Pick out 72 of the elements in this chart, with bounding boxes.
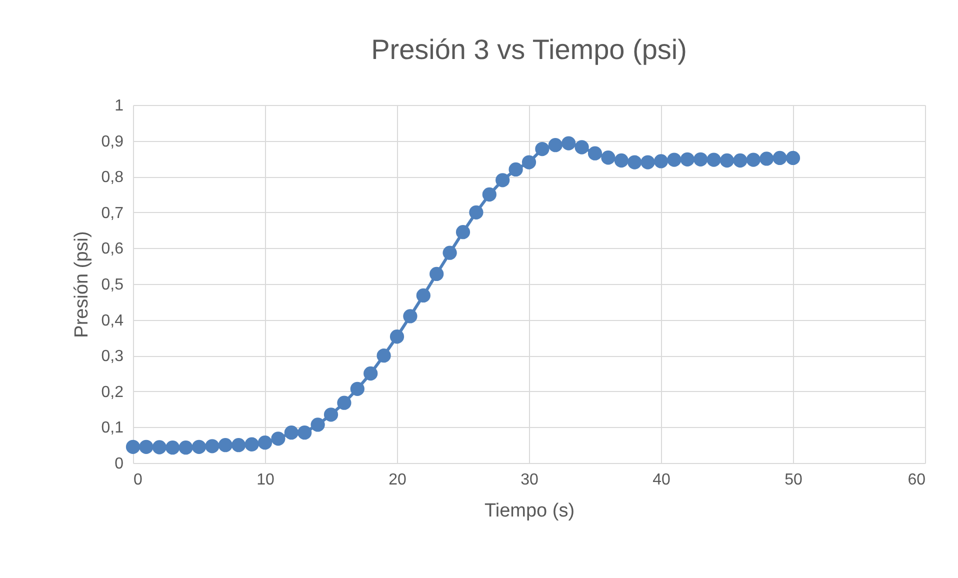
point: [535, 142, 550, 156]
x-tick-label: 20: [388, 472, 406, 488]
point: [139, 440, 154, 454]
point: [601, 150, 616, 165]
y-axis-title: Presión (psi): [71, 231, 92, 338]
point: [324, 408, 338, 422]
point: [178, 440, 193, 455]
point: [350, 382, 364, 396]
point: [786, 150, 800, 166]
point: [456, 225, 470, 240]
point: [337, 396, 352, 410]
point: [126, 440, 140, 454]
point: [548, 138, 562, 152]
point: [403, 309, 418, 324]
y-tick-label: 0,5: [101, 276, 124, 294]
point: [232, 438, 246, 452]
point: [258, 436, 272, 450]
point: [205, 439, 220, 454]
point: [244, 437, 259, 452]
point: [192, 440, 206, 454]
point: [442, 246, 457, 260]
point: [667, 152, 682, 167]
point: [760, 152, 774, 166]
y-tick-label: 0,6: [101, 240, 124, 258]
point: [508, 162, 523, 176]
point: [614, 153, 628, 168]
point: [746, 152, 760, 167]
x-tick-label: 40: [652, 472, 670, 488]
y-tick-label: 0,3: [101, 348, 124, 366]
x-axis-title: Tiempo (s): [484, 500, 575, 522]
point: [733, 153, 748, 168]
point: [482, 187, 496, 202]
point: [588, 146, 602, 160]
y-tick-label: 0,7: [101, 204, 124, 222]
point: [628, 155, 642, 170]
y-tick-label: 0,9: [101, 133, 124, 150]
y-tick-label: 0,2: [101, 384, 124, 401]
point: [654, 154, 668, 168]
point: [376, 348, 391, 363]
x-tick-label: 30: [520, 472, 538, 488]
point: [680, 152, 694, 166]
x-tick-label: 10: [256, 472, 274, 488]
point: [390, 330, 404, 344]
y-tick-label: 0,8: [101, 169, 124, 186]
point: [772, 150, 787, 166]
chart-title: Presión 3 vs Tiempo (psi): [371, 34, 687, 65]
point: [522, 155, 536, 170]
point: [640, 155, 655, 170]
point: [574, 140, 589, 154]
point: [271, 432, 286, 446]
point: [694, 152, 708, 166]
x-tick-label: 60: [908, 472, 926, 488]
point: [284, 426, 298, 440]
point: [430, 266, 444, 282]
y-tick-label: 1: [114, 98, 124, 114]
x-tick-label: 50: [784, 472, 802, 488]
point: [298, 426, 312, 440]
point: [166, 440, 180, 455]
point: [720, 153, 734, 168]
point: [706, 152, 721, 167]
point: [562, 136, 576, 150]
y-tick-label: 0,4: [101, 312, 124, 330]
point: [496, 173, 510, 188]
point: [416, 288, 430, 303]
point: [152, 440, 166, 454]
point: [218, 438, 232, 452]
point: [310, 418, 325, 432]
y-tick-label: 0,1: [101, 420, 124, 437]
point: [469, 205, 484, 220]
point: [364, 366, 378, 381]
y-tick-label: 0: [114, 456, 124, 472]
x-tick-label: 0: [134, 472, 142, 488]
